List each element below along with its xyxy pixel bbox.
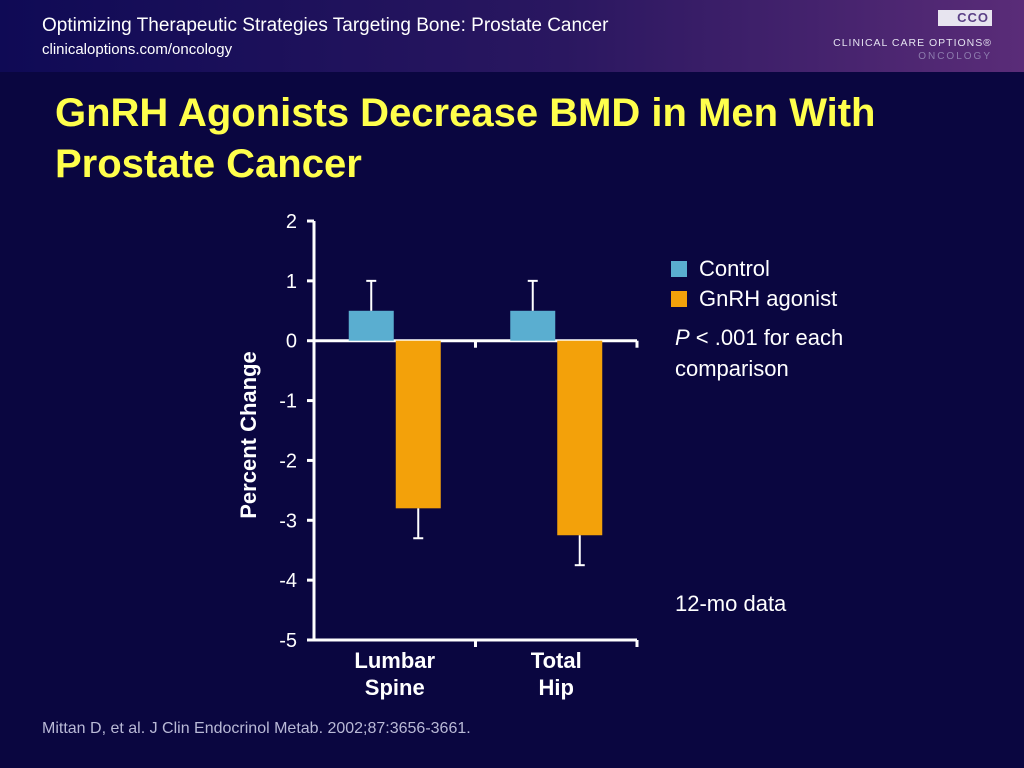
- duration-note: 12-mo data: [675, 591, 787, 616]
- y-tick-label: 2: [286, 211, 297, 233]
- header-bar: Optimizing Therapeutic Strategies Target…: [0, 0, 1024, 72]
- citation: Mittan D, et al. J Clin Endocrinol Metab…: [42, 720, 471, 737]
- bar-gnrh-agonist: [557, 340, 603, 536]
- logo-mark: CCO: [938, 10, 992, 26]
- slide-title: GnRH Agonists Decrease BMD in Men With P…: [55, 91, 876, 186]
- legend-label-control: Control: [699, 256, 770, 281]
- y-axis-title: Percent Change: [236, 351, 261, 519]
- legend-item-control: Control: [671, 254, 837, 284]
- bar-gnrh-agonist: [395, 340, 441, 509]
- cco-logo: CCO CLINICAL CARE OPTIONS® ONCOLOGY: [833, 8, 994, 64]
- y-tick-label: -4: [279, 570, 297, 592]
- x-category-label: Total: [531, 648, 582, 673]
- y-tick-label: 0: [286, 331, 297, 353]
- p-symbol: P: [675, 325, 690, 350]
- logo-sub: ONCOLOGY: [918, 51, 992, 62]
- y-tick-label: -5: [279, 630, 297, 652]
- chart-legend: Control GnRH agonist: [671, 254, 837, 314]
- p-value-note: P < .001 for each comparison: [675, 322, 935, 384]
- bar-control: [348, 310, 394, 341]
- header-title: Optimizing Therapeutic Strategies Target…: [42, 15, 609, 36]
- y-tick-label: 1: [286, 271, 297, 293]
- x-category-label: Hip: [539, 675, 574, 700]
- header-url[interactable]: clinicaloptions.com/oncology: [42, 41, 233, 58]
- logo-text: CLINICAL CARE OPTIONS®: [833, 37, 992, 49]
- legend-swatch-gnrh: [671, 291, 687, 307]
- legend-item-gnrh: GnRH agonist: [671, 284, 837, 314]
- x-category-label: Lumbar: [354, 648, 435, 673]
- y-tick-label: -1: [279, 391, 297, 413]
- legend-label-gnrh: GnRH agonist: [699, 286, 838, 311]
- legend-swatch-control: [671, 261, 687, 277]
- y-tick-label: -3: [279, 510, 297, 532]
- bar-control: [510, 310, 556, 341]
- x-category-label: Spine: [365, 675, 425, 700]
- p-value-text: < .001 for each comparison: [675, 325, 844, 381]
- y-tick-label: -2: [279, 450, 297, 472]
